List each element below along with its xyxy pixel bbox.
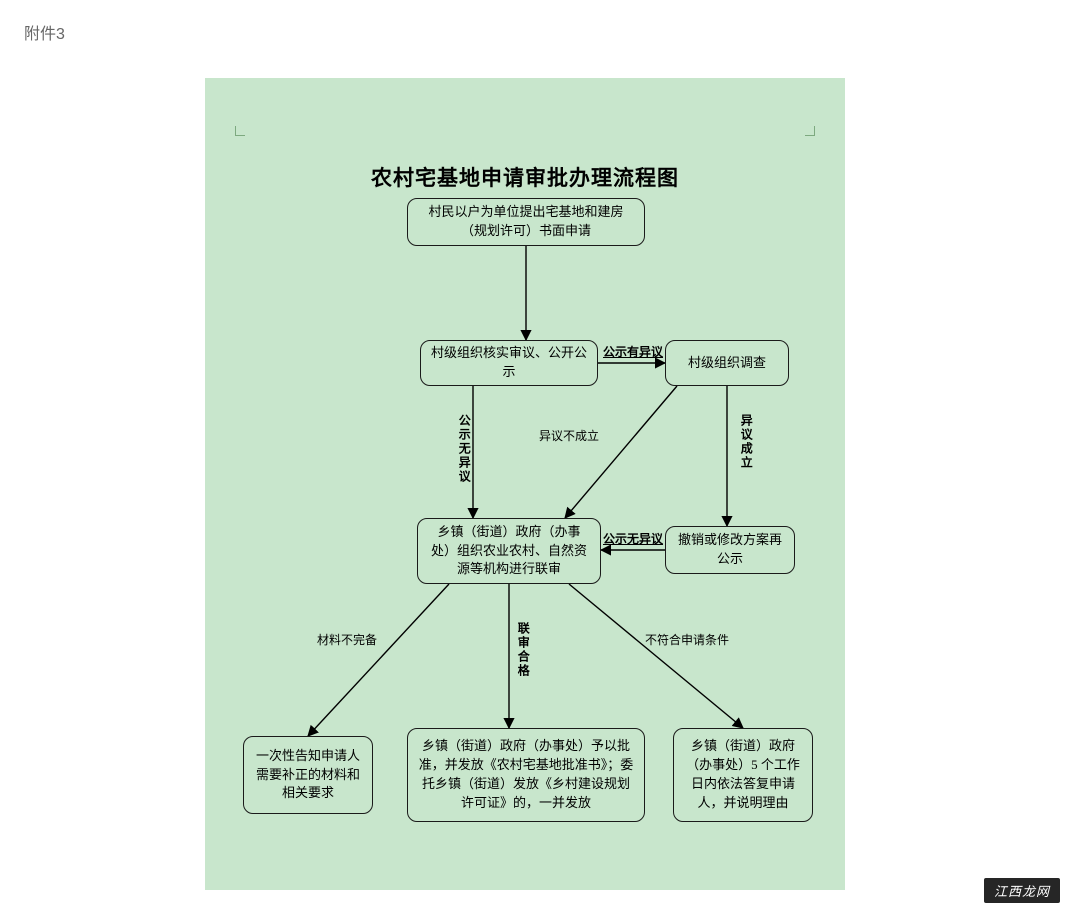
edge-label-2: 公示无异议 — [457, 414, 470, 484]
edge-label-6: 材料不完备 — [317, 634, 377, 647]
corner-mark-tr — [805, 126, 815, 136]
edge-label-8: 不符合申请条件 — [645, 634, 729, 647]
edge-label-1: 公示有异议 — [603, 346, 663, 359]
attachment-label: 附件3 — [24, 20, 65, 44]
corner-mark-tl — [235, 126, 245, 136]
edge-n4-n8 — [569, 584, 743, 728]
flow-node-n4: 乡镇（街道）政府（办事处）组织农业农村、自然资源等机构进行联审 — [417, 518, 601, 584]
watermark: 江西龙网 — [984, 878, 1060, 903]
flow-node-n7: 乡镇（街道）政府（办事处）予以批准，并发放《农村宅基地批准书》；委托乡镇（街道）… — [407, 728, 645, 822]
edge-label-7: 联审合格 — [516, 622, 529, 678]
edge-label-4: 异议成立 — [739, 414, 752, 470]
flow-node-n2: 村级组织核实审议、公开公示 — [420, 340, 598, 386]
flow-node-n6: 一次性告知申请人需要补正的材料和相关要求 — [243, 736, 373, 814]
flow-node-n8: 乡镇（街道）政府（办事处）5 个工作日内依法答复申请人，并说明理由 — [673, 728, 813, 822]
edge-n3-n4 — [565, 386, 677, 518]
flow-node-n3: 村级组织调查 — [665, 340, 789, 386]
flowchart-canvas: 农村宅基地申请审批办理流程图 村民以户为单位提出宅基地和建房（规划许可）书面申请… — [205, 78, 845, 890]
flow-node-n5: 撤销或修改方案再公示 — [665, 526, 795, 574]
flow-node-n1: 村民以户为单位提出宅基地和建房（规划许可）书面申请 — [407, 198, 645, 246]
diagram-title: 农村宅基地申请审批办理流程图 — [205, 162, 845, 192]
edge-label-3: 异议不成立 — [539, 430, 599, 443]
edge-label-5: 公示无异议 — [603, 533, 663, 546]
edge-n4-n6 — [308, 584, 449, 736]
